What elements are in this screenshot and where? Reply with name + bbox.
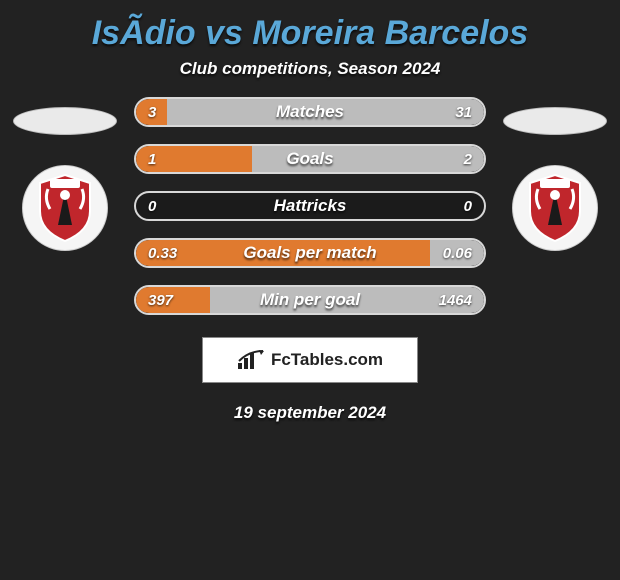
player2-club-badge: [512, 165, 598, 251]
stat-label: Matches: [136, 99, 484, 125]
page-title: IsÃ­dio vs Moreira Barcelos: [0, 0, 620, 59]
stat-value-player2: 0: [464, 193, 472, 219]
stat-label: Goals: [136, 146, 484, 172]
player1-photo-placeholder: [13, 107, 117, 135]
comparison-card: IsÃ­dio vs Moreira Barcelos Club competi…: [0, 0, 620, 423]
player2-photo-placeholder: [503, 107, 607, 135]
stat-label: Goals per match: [136, 240, 484, 266]
subtitle: Club competitions, Season 2024: [0, 59, 620, 97]
brand-text: FcTables.com: [271, 350, 383, 370]
main-area: 3Matches31 1Goals2 0Hattricks0 0.33Goals pe…: [0, 97, 620, 315]
stat-label: Min per goal: [136, 287, 484, 313]
stat-row: 0Hattricks0: [134, 191, 486, 221]
stat-value-player2: 31: [455, 99, 472, 125]
club-shield-icon: [524, 173, 586, 243]
bars-icon: [237, 349, 265, 371]
player1-club-badge: [22, 165, 108, 251]
stat-value-player2: 1464: [439, 287, 472, 313]
stat-label: Hattricks: [136, 193, 484, 219]
stat-row: 0.33Goals per match0.06: [134, 238, 486, 268]
player1-column: [10, 97, 120, 251]
date-line: 19 september 2024: [0, 403, 620, 423]
stat-row: 1Goals2: [134, 144, 486, 174]
brand-box[interactable]: FcTables.com: [202, 337, 418, 383]
stats-column: 3Matches31 1Goals2 0Hattricks0 0.33Goals pe…: [134, 97, 486, 315]
stat-row: 397Min per goal1464: [134, 285, 486, 315]
club-shield-icon: [34, 173, 96, 243]
player2-column: [500, 97, 610, 251]
stat-value-player2: 0.06: [443, 240, 472, 266]
stat-value-player2: 2: [464, 146, 472, 172]
stat-row: 3Matches31: [134, 97, 486, 127]
